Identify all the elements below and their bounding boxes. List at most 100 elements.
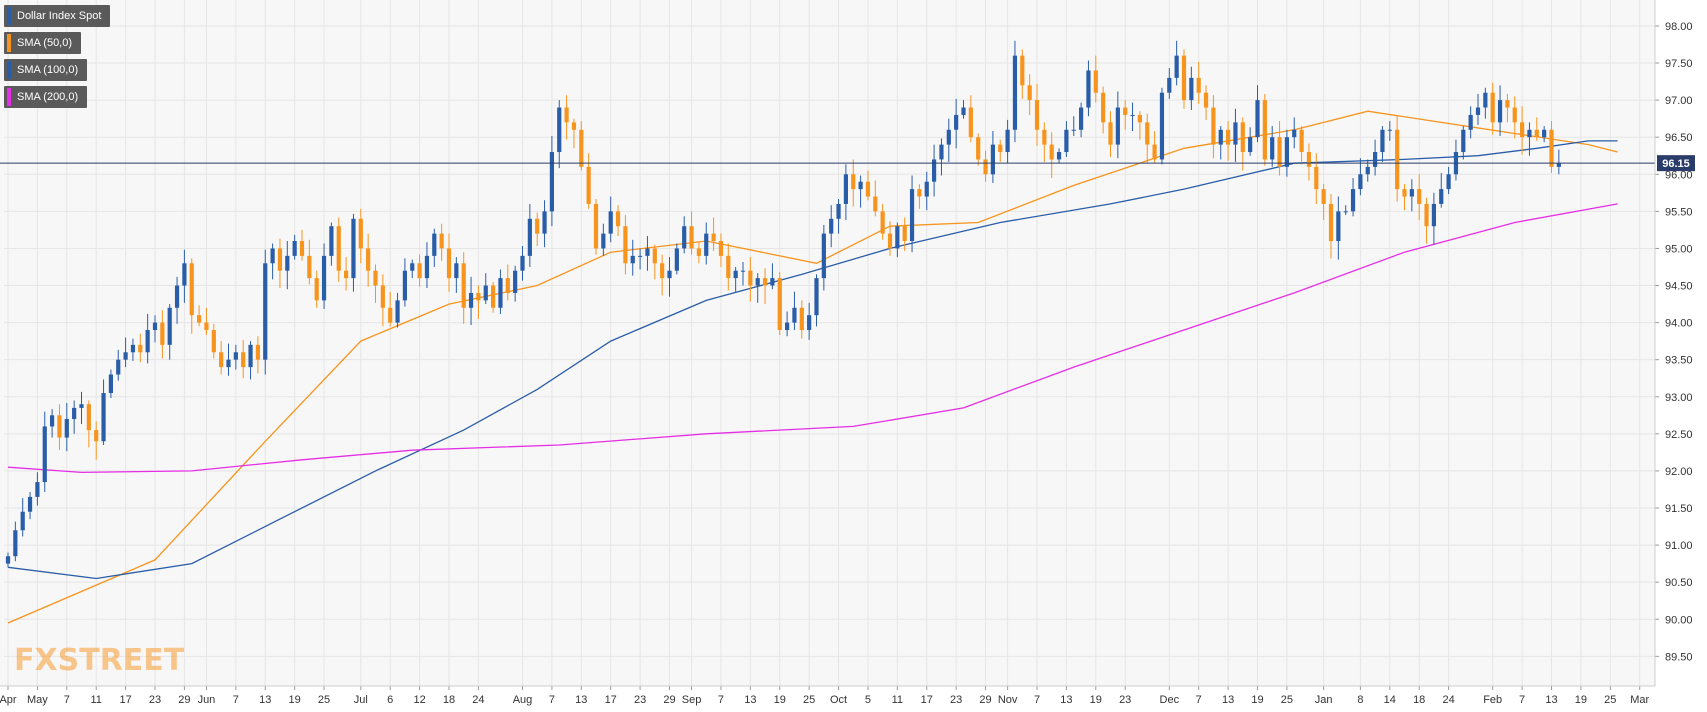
- candle-up: [1292, 129, 1297, 138]
- y-tick-label: 94.50: [1665, 281, 1693, 293]
- candle-down: [299, 241, 305, 256]
- candle-down: [1108, 122, 1113, 145]
- candle-up: [270, 248, 275, 264]
- candle-up: [101, 393, 106, 442]
- candle-up: [513, 270, 518, 293]
- candle-down: [1196, 77, 1201, 93]
- candle-up: [145, 330, 150, 353]
- candle-up: [638, 255, 643, 257]
- x-tick-label: 6: [387, 694, 393, 706]
- candle-down: [1321, 189, 1326, 204]
- candle-up: [1079, 107, 1084, 130]
- candle-down: [197, 315, 202, 323]
- candle-up: [733, 270, 738, 279]
- x-tick-label: 25: [803, 694, 815, 706]
- candles: [5, 40, 1561, 568]
- candle-up: [285, 255, 290, 271]
- fxstreet-watermark: FXSTREET: [14, 643, 185, 678]
- candle-down: [1262, 100, 1267, 160]
- candle-down: [1137, 114, 1142, 123]
- candle-down: [998, 144, 1003, 153]
- candle-up: [740, 270, 746, 272]
- plot-area: [0, 0, 1655, 686]
- candle-down: [160, 322, 165, 345]
- candle-down: [57, 415, 62, 438]
- candle-up: [1461, 129, 1466, 153]
- candle-down: [86, 404, 91, 431]
- y-tick-label: 92.00: [1665, 466, 1693, 478]
- candle-up: [520, 255, 525, 271]
- candle-up: [1189, 77, 1194, 101]
- candle-down: [579, 129, 584, 167]
- candle-up: [174, 285, 180, 308]
- candle-down: [491, 285, 496, 308]
- candle-down: [1101, 92, 1106, 123]
- y-tick-label: 91.50: [1665, 503, 1693, 515]
- candle-down: [689, 226, 694, 249]
- x-tick-label: Jan: [1315, 694, 1333, 706]
- candle-up: [233, 352, 238, 360]
- y-tick-label: 98.00: [1665, 21, 1693, 33]
- x-tick-label: 7: [1196, 694, 1202, 706]
- x-tick-label: 19: [1575, 694, 1587, 706]
- x-tick-label: 19: [1090, 694, 1102, 706]
- candle-up: [1284, 137, 1289, 167]
- candle-up: [72, 407, 77, 420]
- candle-down: [976, 137, 981, 160]
- candle-down: [366, 248, 371, 271]
- candle-down: [1424, 203, 1429, 227]
- x-tick-label: 25: [1281, 694, 1293, 706]
- candle-down: [219, 352, 224, 368]
- candle-up: [79, 404, 84, 408]
- x-tick-label: Dec: [1160, 694, 1180, 706]
- candle-up: [954, 114, 959, 130]
- candle-up: [674, 248, 679, 271]
- x-tick-label: 24: [472, 694, 484, 706]
- candle-down: [1020, 55, 1025, 86]
- candle-up: [1497, 100, 1503, 123]
- candle-up: [909, 189, 915, 242]
- candle-up: [410, 263, 415, 271]
- candle-down: [535, 218, 540, 234]
- candle-down: [1549, 129, 1554, 167]
- last-price-label-bg: [1657, 155, 1695, 172]
- candle-down: [1152, 144, 1157, 160]
- x-tick-label: Sep: [682, 694, 702, 706]
- candle-up: [939, 144, 944, 160]
- candle-up: [5, 556, 11, 564]
- candle-up: [424, 255, 430, 279]
- candle-down: [417, 263, 422, 279]
- candle-up: [1542, 129, 1547, 138]
- x-tick-label: 24: [1442, 694, 1454, 706]
- candle-up: [248, 344, 253, 368]
- candle-down: [1505, 100, 1510, 108]
- x-tick-label: 13: [259, 694, 271, 706]
- candle-down: [887, 233, 893, 249]
- candle-down: [1181, 55, 1187, 101]
- candle-down: [1123, 107, 1128, 115]
- candle-up: [182, 263, 187, 286]
- candle-up: [1255, 100, 1260, 138]
- candle-up: [1468, 114, 1473, 130]
- candle-up: [1409, 189, 1414, 197]
- candle-up: [1556, 163, 1561, 167]
- candle-down: [564, 107, 569, 123]
- legend-item-sma50: SMA (50,0): [4, 32, 82, 54]
- candle-down: [138, 344, 143, 353]
- candle-down: [336, 226, 341, 271]
- x-tick-label: 17: [605, 694, 617, 706]
- candle-down: [358, 218, 363, 249]
- candle-down: [189, 263, 194, 316]
- candle-down: [777, 278, 782, 331]
- y-tick-label: 91.00: [1665, 540, 1693, 552]
- candle-down: [94, 430, 99, 442]
- candle-up: [1056, 152, 1062, 160]
- candle-up: [1248, 137, 1253, 153]
- y-tick-label: 97.00: [1665, 95, 1693, 107]
- candle-down: [1027, 85, 1032, 101]
- y-tick-label: 93.50: [1665, 355, 1693, 367]
- candle-up: [785, 322, 790, 331]
- candle-up: [792, 307, 797, 323]
- candle-down: [696, 248, 701, 256]
